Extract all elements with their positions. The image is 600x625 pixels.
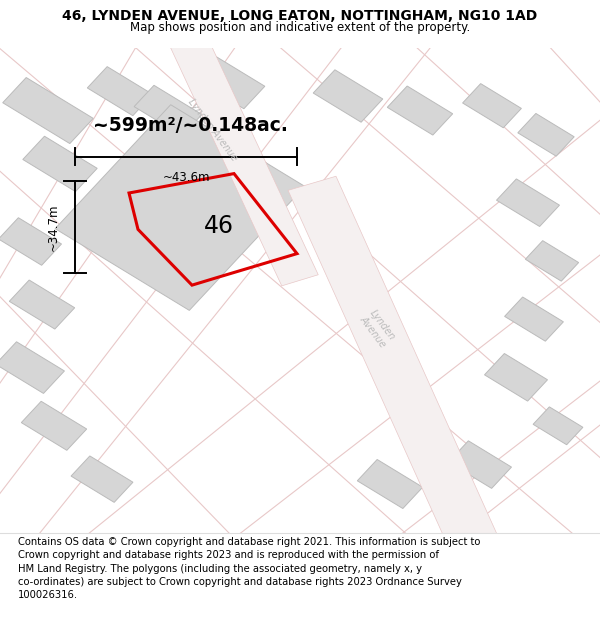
Text: 46, LYNDEN AVENUE, LONG EATON, NOTTINGHAM, NG10 1AD: 46, LYNDEN AVENUE, LONG EATON, NOTTINGHA… [62,9,538,24]
Polygon shape [533,407,583,445]
Text: ~43.6m: ~43.6m [162,171,210,184]
Polygon shape [505,297,563,341]
Polygon shape [358,459,422,509]
Polygon shape [0,342,64,393]
Polygon shape [463,84,521,127]
Polygon shape [526,241,578,281]
Text: 46: 46 [204,214,234,238]
Polygon shape [10,280,74,329]
Polygon shape [3,78,93,144]
Polygon shape [22,401,86,451]
Polygon shape [162,18,318,286]
Polygon shape [313,70,383,122]
Polygon shape [288,176,504,564]
Polygon shape [497,179,559,226]
Polygon shape [23,136,97,192]
Polygon shape [0,217,61,265]
Polygon shape [134,85,202,136]
Polygon shape [485,354,547,401]
Polygon shape [388,86,452,135]
Polygon shape [191,54,265,109]
Text: Map shows position and indicative extent of the property.: Map shows position and indicative extent… [130,21,470,34]
Text: Contains OS data © Crown copyright and database right 2021. This information is : Contains OS data © Crown copyright and d… [18,537,481,600]
Polygon shape [518,114,574,156]
Polygon shape [88,67,152,116]
Text: Lynden Avenue: Lynden Avenue [187,97,239,163]
Text: Lynden
Avenue: Lynden Avenue [358,308,398,350]
Text: ~34.7m: ~34.7m [47,203,60,251]
Polygon shape [55,105,305,311]
Polygon shape [71,456,133,503]
Polygon shape [449,441,511,488]
Text: ~599m²/~0.148ac.: ~599m²/~0.148ac. [93,116,288,134]
